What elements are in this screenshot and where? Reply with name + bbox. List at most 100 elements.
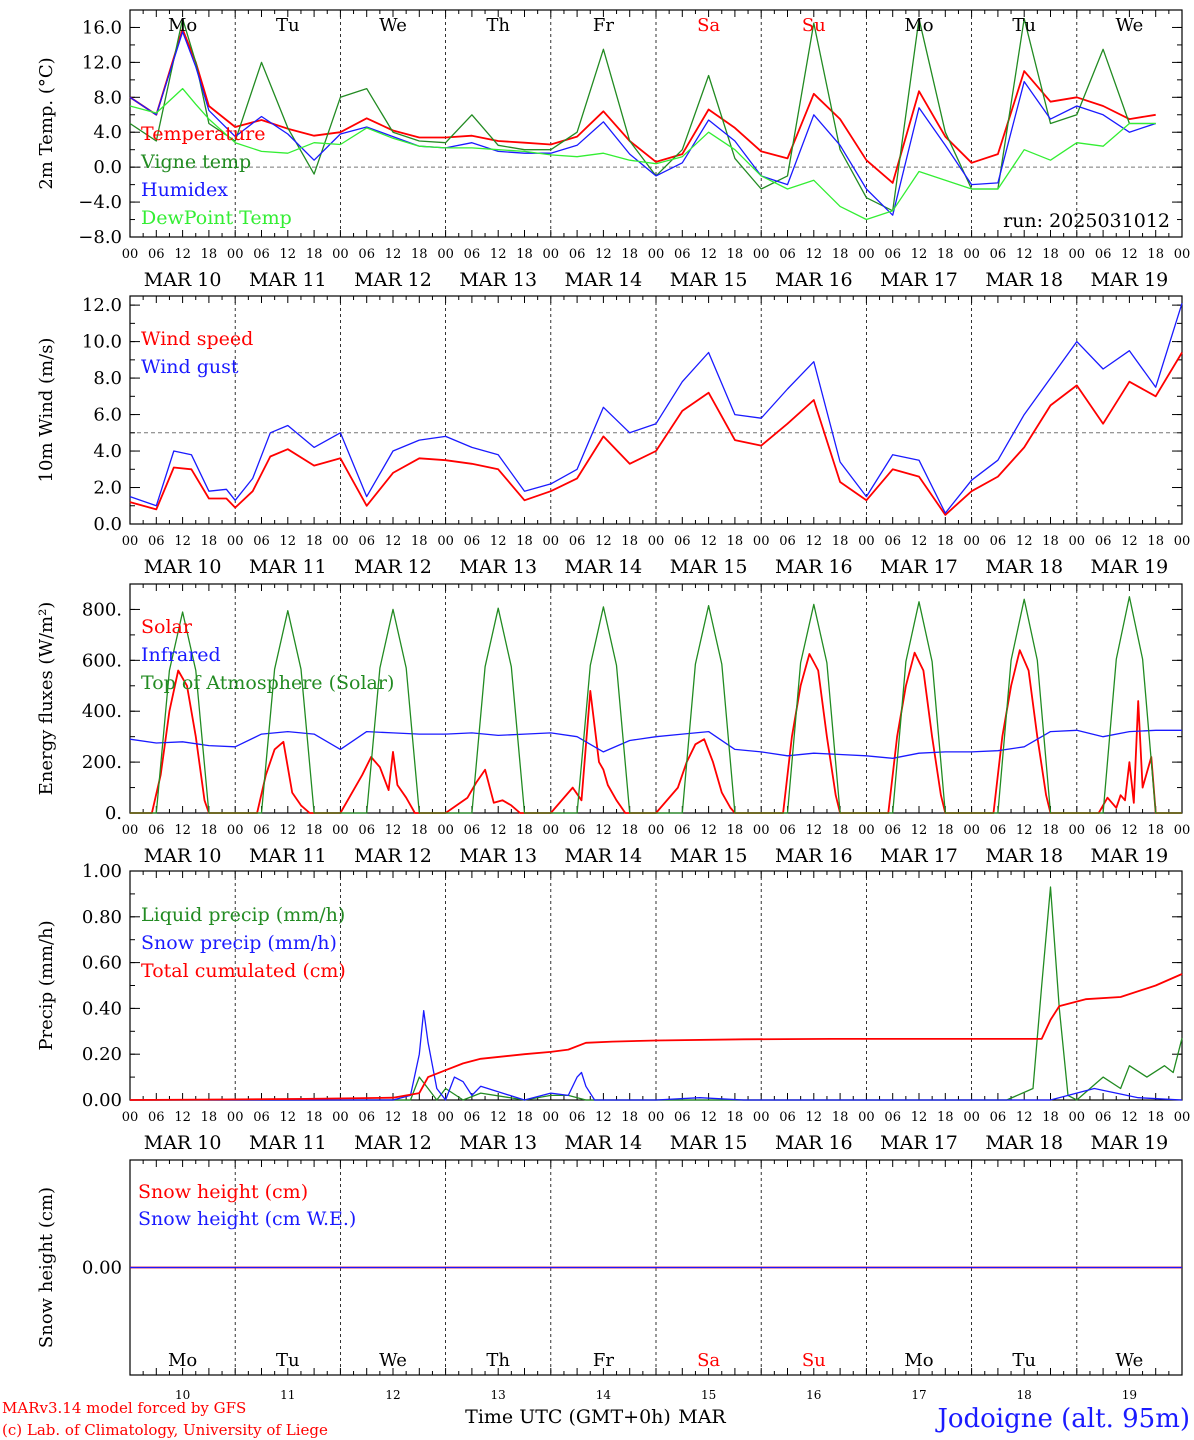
temp-weekday-label: Sa bbox=[697, 15, 720, 36]
flux-y-tick-label: 0. bbox=[105, 803, 122, 824]
precip-hour-tick-label: 00 bbox=[1069, 1110, 1086, 1125]
flux-hour-tick-label: 06 bbox=[779, 823, 796, 838]
wind-hour-tick-label: 00 bbox=[1069, 534, 1086, 549]
precip-y-axis-label: Precip (mm/h) bbox=[36, 920, 57, 1050]
flux-legend-entry: Top of Atmosphere (Solar) bbox=[141, 672, 394, 694]
wind-hour-tick-label: 06 bbox=[884, 534, 901, 549]
snow-legend-entry: Snow height (cm W.E.) bbox=[138, 1208, 356, 1230]
wind-y-tick-label: 10.0 bbox=[82, 332, 122, 353]
precip-hour-tick-label: 00 bbox=[648, 1110, 665, 1125]
flux-hour-tick-label: 06 bbox=[1095, 823, 1112, 838]
snow-date-number: 18 bbox=[1017, 1388, 1032, 1402]
temp-y-tick-label: 12.0 bbox=[82, 52, 122, 73]
snow-y-tick-label: 0.00 bbox=[82, 1258, 122, 1279]
flux-hour-tick-label: 18 bbox=[621, 823, 638, 838]
precip-hour-tick-label: 00 bbox=[753, 1110, 770, 1125]
flux-hour-tick-label: 18 bbox=[516, 823, 533, 838]
wind-hour-tick-label: 18 bbox=[516, 534, 533, 549]
snow-date-number: 19 bbox=[1122, 1388, 1137, 1402]
precip-date-label: MAR 14 bbox=[565, 1132, 643, 1154]
precip-hour-tick-label: 18 bbox=[1042, 1110, 1059, 1125]
precip-hour-tick-label: 18 bbox=[306, 1110, 323, 1125]
wind-hour-tick-label: 06 bbox=[990, 534, 1007, 549]
temp-date-label: MAR 14 bbox=[565, 269, 643, 291]
wind-hour-tick-label: 00 bbox=[858, 534, 875, 549]
temp-weekday-label: Tu bbox=[276, 15, 300, 36]
temp-date-label: MAR 15 bbox=[670, 269, 748, 291]
snow-date-number: 11 bbox=[280, 1388, 295, 1402]
temp-weekday-label: Th bbox=[486, 15, 510, 36]
wind-hour-tick-label: 00 bbox=[543, 534, 560, 549]
precip-y-tick-label: 0.40 bbox=[82, 998, 122, 1019]
flux-hour-tick-label: 06 bbox=[990, 823, 1007, 838]
flux-hour-tick-label: 12 bbox=[595, 823, 612, 838]
precip-date-label: MAR 15 bbox=[670, 1132, 748, 1154]
temp-hour-tick-label: 18 bbox=[306, 247, 323, 262]
precip-hour-tick-label: 12 bbox=[490, 1110, 507, 1125]
wind-series-line-wind-speed bbox=[129, 352, 1183, 516]
precip-hour-tick-label: 12 bbox=[911, 1110, 928, 1125]
wind-hour-tick-label: 06 bbox=[148, 534, 165, 549]
precip-hour-tick-label: 06 bbox=[990, 1110, 1007, 1125]
temp-date-label: MAR 13 bbox=[459, 269, 537, 291]
temp-hour-tick-label: 06 bbox=[1095, 247, 1112, 262]
wind-hour-tick-label: 18 bbox=[1042, 534, 1059, 549]
temp-weekday-label: We bbox=[379, 15, 407, 36]
snow-weekday-label: Th bbox=[486, 1350, 510, 1371]
snow-y-axis-label: Snow height (cm) bbox=[36, 1187, 57, 1348]
precip-hour-tick-label: 18 bbox=[516, 1110, 533, 1125]
wind-hour-tick-label: 12 bbox=[1016, 534, 1033, 549]
temp-hour-tick-label: 00 bbox=[648, 247, 665, 262]
temp-legend-entry: Humidex bbox=[141, 179, 228, 201]
wind-y-tick-label: 6.0 bbox=[93, 405, 122, 426]
snow-date-number: 13 bbox=[491, 1388, 506, 1402]
wind-hour-tick-label: 00 bbox=[437, 534, 454, 549]
precip-hour-tick-label: 00 bbox=[963, 1110, 980, 1125]
temp-y-tick-label: 4.0 bbox=[93, 122, 122, 143]
precip-date-label: MAR 18 bbox=[985, 1132, 1063, 1154]
temp-date-label: MAR 11 bbox=[249, 269, 327, 291]
flux-hour-tick-label: 12 bbox=[385, 823, 402, 838]
snow-legend-entry: Snow height (cm) bbox=[138, 1181, 308, 1203]
precip-hour-tick-label: 12 bbox=[385, 1110, 402, 1125]
flux-hour-tick-label: 18 bbox=[1042, 823, 1059, 838]
precip-hour-tick-label: 06 bbox=[358, 1110, 375, 1125]
flux-date-label: MAR 18 bbox=[985, 845, 1063, 867]
wind-hour-tick-label: 00 bbox=[1174, 534, 1191, 549]
wind-hour-tick-label: 00 bbox=[332, 534, 349, 549]
temp-series-group bbox=[129, 18, 1156, 221]
wind-date-label: MAR 18 bbox=[985, 556, 1063, 578]
flux-date-label: MAR 17 bbox=[880, 845, 958, 867]
temp-weekday-label: Fr bbox=[593, 15, 614, 36]
temp-hour-tick-label: 00 bbox=[122, 247, 139, 262]
wind-hour-tick-label: 06 bbox=[674, 534, 691, 549]
precip-hour-tick-label: 18 bbox=[621, 1110, 638, 1125]
snow-weekday-label: Mo bbox=[904, 1350, 933, 1371]
temp-hour-tick-label: 12 bbox=[595, 247, 612, 262]
wind-hour-tick-label: 06 bbox=[358, 534, 375, 549]
temp-date-label: MAR 10 bbox=[144, 269, 222, 291]
wind-hour-tick-label: 18 bbox=[306, 534, 323, 549]
flux-date-label: MAR 11 bbox=[249, 845, 327, 867]
wind-date-label: MAR 19 bbox=[1091, 556, 1169, 578]
wind-hour-tick-label: 18 bbox=[937, 534, 954, 549]
wind-hour-tick-label: 12 bbox=[385, 534, 402, 549]
temp-hour-tick-label: 06 bbox=[569, 247, 586, 262]
flux-hour-tick-label: 12 bbox=[806, 823, 823, 838]
temp-hour-tick-label: 00 bbox=[1069, 247, 1086, 262]
precip-hour-tick-label: 12 bbox=[700, 1110, 717, 1125]
panels-layer: −8.0 −4.0 0.0 4.0 8.0 12.0 16.0 2m Temp. (°C) Te… bbox=[36, 9, 1191, 1402]
flux-date-label: MAR 15 bbox=[670, 845, 748, 867]
wind-y-tick-label: 12.0 bbox=[82, 295, 122, 316]
precip-date-label: MAR 11 bbox=[249, 1132, 327, 1154]
wind-hour-tick-label: 00 bbox=[122, 534, 139, 549]
flux-hour-tick-label: 06 bbox=[464, 823, 481, 838]
temp-hour-tick-label: 12 bbox=[174, 247, 191, 262]
wind-hour-tick-label: 12 bbox=[280, 534, 297, 549]
temp-weekday-label: Tu bbox=[1012, 15, 1036, 36]
flux-series-line-top-of-atmosphere-solar- bbox=[130, 596, 1182, 814]
flux-hour-tick-label: 18 bbox=[201, 823, 218, 838]
wind-hour-tick-label: 18 bbox=[727, 534, 744, 549]
flux-hour-tick-label: 00 bbox=[1069, 823, 1086, 838]
wind-legend-entry: Wind gust bbox=[141, 356, 239, 378]
